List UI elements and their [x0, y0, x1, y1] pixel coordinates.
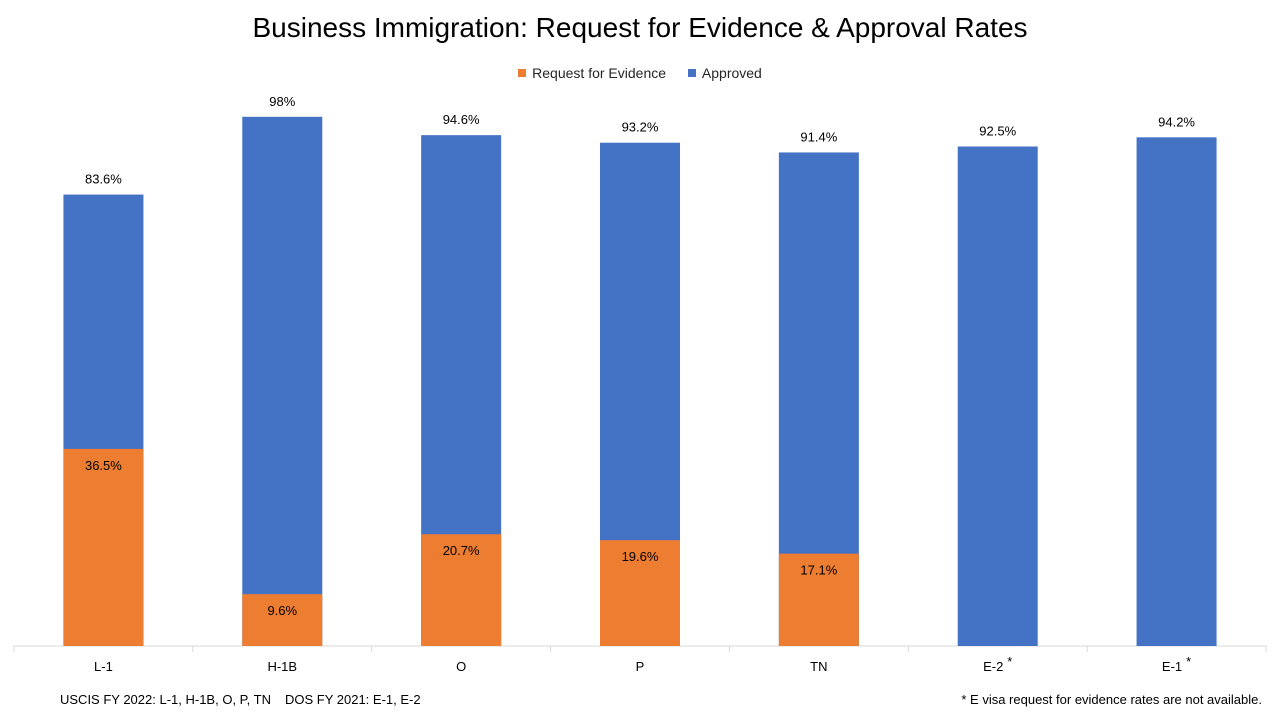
bar-approved-h-1b — [242, 116, 323, 647]
x-tick-label-tn: TN — [810, 659, 827, 674]
data-label-approved-tn: 91.4% — [800, 129, 837, 144]
legend: Request for Evidence Approved — [0, 64, 1280, 81]
legend-swatch-approved — [687, 69, 696, 77]
x-tick-label-e-2: E-2 * — [983, 654, 1012, 674]
bar-rfe-p — [600, 540, 680, 646]
data-label-rfe-o: 20.7% — [443, 543, 480, 558]
x-tick-marker: * — [1186, 654, 1191, 669]
bar-rfe-o — [421, 534, 502, 646]
data-label-rfe-p: 19.6% — [622, 549, 659, 564]
data-label-rfe-tn: 17.1% — [800, 563, 837, 578]
legend-item-approved: Approved — [687, 65, 762, 81]
legend-label-rfe: Request for Evidence — [532, 65, 667, 81]
data-label-rfe-h-1b: 9.6% — [267, 603, 297, 618]
data-label-approved-p: 93.2% — [622, 120, 659, 135]
data-label-approved-o: 94.6% — [443, 112, 480, 127]
x-tick-label-e-1: E-1 * — [1162, 654, 1191, 674]
data-label-approved-h-1b: 98% — [269, 94, 295, 109]
bar-rfe-tn — [778, 553, 859, 646]
data-label-approved-l-1: 83.6% — [85, 172, 122, 187]
legend-item-rfe: Request for Evidence — [518, 65, 666, 81]
legend-label-approved: Approved — [701, 65, 762, 81]
x-tick-label-h-1b: H-1B — [267, 659, 297, 674]
chart-title: Business Immigration: Request for Eviden… — [252, 12, 1028, 43]
x-tick-label-p: P — [636, 659, 645, 674]
bar-rfe-l-1 — [63, 448, 144, 646]
data-label-approved-e-2: 92.5% — [979, 124, 1016, 139]
footer-sources: USCIS FY 2022: L-1, H-1B, O, P, TN DOS FY… — [60, 692, 421, 707]
data-label-approved-e-1: 94.2% — [1158, 114, 1195, 129]
source-dos: DOS FY 2021: E-1, E-2 — [284, 692, 421, 707]
source-uscis: USCIS FY 2022: L-1, H-1B, O, P, TN — [60, 692, 271, 707]
footer-note: * E visa request for evidence rates are … — [961, 692, 1262, 707]
data-label-rfe-l-1: 36.5% — [85, 458, 122, 473]
x-tick-marker: * — [1007, 654, 1012, 669]
x-tick-label-l-1: L-1 — [94, 659, 113, 674]
bar-approved-e-2 — [957, 146, 1038, 646]
legend-swatch-rfe — [518, 69, 527, 77]
x-tick-label-o: O — [456, 659, 466, 674]
bar-approved-e-1 — [1136, 137, 1217, 646]
bar-rfe-h-1b — [242, 594, 323, 646]
